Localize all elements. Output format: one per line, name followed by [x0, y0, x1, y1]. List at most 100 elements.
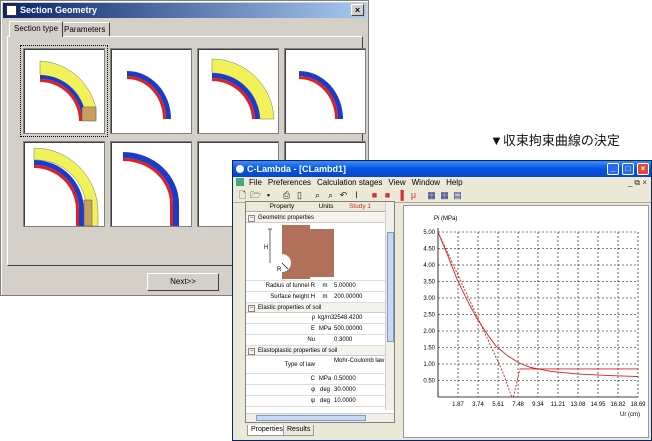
property-row[interactable]: φ deg 30.0000 [246, 385, 386, 396]
tab-parameters[interactable]: Parameters [59, 22, 111, 36]
section-option-4[interactable] [284, 48, 366, 134]
column-units[interactable]: Units [318, 203, 334, 210]
property-name: C [310, 376, 315, 382]
property-row[interactable]: Surface height H m 200.00000 [246, 292, 386, 303]
mu-icon[interactable]: μ [410, 190, 417, 200]
section-elastic[interactable]: − Elastic properties of soil [246, 303, 386, 313]
property-value[interactable]: 0.3000 [334, 337, 353, 343]
property-value[interactable]: Mohr-Coulomb law [334, 358, 385, 364]
property-unit: m [322, 283, 328, 289]
new-file-icon[interactable]: 🗋 [238, 190, 247, 200]
close-button[interactable]: × [351, 4, 364, 16]
property-row[interactable]: Nu 0.3000 [246, 335, 386, 346]
print-icon[interactable]: ⎙ [282, 190, 291, 200]
menu-window[interactable]: Window [411, 178, 441, 187]
close-button[interactable]: × [637, 163, 649, 175]
y-tick-label: 5.00 [423, 230, 435, 236]
menu-calculation-stages[interactable]: Calculation stages [317, 178, 383, 187]
property-unit: deg [319, 387, 330, 393]
property-value[interactable]: 200.00000 [334, 294, 363, 300]
section-option-5[interactable] [23, 141, 105, 227]
property-value[interactable]: 5.00000 [334, 283, 356, 289]
section-option-3[interactable] [197, 48, 279, 134]
scroll-thumb[interactable] [256, 415, 366, 421]
menu-help[interactable]: Help [446, 178, 463, 187]
property-value[interactable]: 10.0000 [334, 398, 356, 404]
y-tick-label: 1.00 [423, 362, 435, 368]
y-tick-label: 2.00 [423, 329, 435, 335]
property-row[interactable]: Radius of tunnel R m 5.00000 [246, 281, 386, 292]
property-unit: MPa [318, 326, 332, 332]
print-preview-icon[interactable]: ▯ [297, 190, 302, 200]
grid-icon[interactable]: ▦ [440, 190, 449, 200]
section-geometric[interactable]: − Geometric properties [246, 213, 386, 223]
property-value[interactable]: 500.00000 [334, 326, 363, 332]
section-option-2[interactable] [110, 48, 192, 134]
tab-results[interactable]: Results [283, 425, 315, 436]
property-unit: deg [319, 398, 330, 404]
section-option-6[interactable] [110, 141, 192, 227]
save-icon[interactable]: ▪ [266, 190, 271, 200]
column-study[interactable]: Study 1 [348, 203, 372, 210]
minimize-button[interactable]: _ [607, 163, 619, 175]
maximize-button[interactable]: □ [622, 163, 634, 175]
column-property[interactable]: Property [269, 203, 295, 210]
horizontal-scrollbar[interactable] [246, 413, 394, 422]
tab-properties[interactable]: Properties [247, 425, 287, 436]
support-icon[interactable]: ▐ [397, 190, 404, 200]
caption-text: ▼収束拘束曲線の決定 [490, 133, 620, 148]
property-row[interactable]: C MPa 0.50000 [246, 374, 386, 385]
zoom-window-icon[interactable]: ⌕ [327, 190, 334, 200]
cursor-icon[interactable]: I [355, 190, 358, 200]
menu-preferences[interactable]: Preferences [267, 178, 312, 187]
collapse-icon[interactable]: − [248, 348, 255, 355]
window-icon[interactable]: ▤ [453, 190, 462, 200]
convergence-confinement-chart: 5.00 4.50 4.00 3.50 3.00 2.50 2.00 1.50 1.00 0.50… [423, 216, 646, 418]
property-name: ρ [311, 315, 315, 321]
rotate-icon[interactable]: ↶ [339, 190, 348, 200]
x-tick-label: 14.95 [590, 402, 606, 408]
tab-section-type[interactable]: Section type [9, 21, 64, 37]
window-title: C-Lambda - [CLambd1] [247, 164, 346, 174]
menu-file[interactable]: File [249, 178, 262, 187]
property-row[interactable]: ψ deg 10.0000 [246, 396, 386, 407]
section-geometry-window: Section Geometry × Section type Paramete… [0, 0, 369, 296]
convergence-chart-panel: 5.00 4.50 4.00 3.50 3.00 2.50 2.00 1.50 1.00 0.50… [403, 205, 649, 438]
zoom-icon[interactable]: ⌕ [314, 190, 321, 200]
section-option-1[interactable] [20, 45, 108, 137]
section-geometry-titlebar[interactable]: Section Geometry × [3, 3, 366, 18]
clambda-titlebar[interactable]: C-Lambda - [CLambd1] _ □ × [233, 161, 651, 177]
menu-view[interactable]: View [388, 178, 406, 187]
next-button[interactable]: Next>> [147, 273, 219, 291]
property-row[interactable]: E MPa 500.00000 [246, 324, 386, 335]
vertical-scrollbar[interactable] [385, 202, 394, 410]
menu-bar: File Preferences Calculation stages View Win… [233, 177, 651, 189]
tunnel-section-image [127, 71, 171, 119]
property-value[interactable]: 0.50000 [334, 376, 356, 382]
property-name: Type of law [284, 362, 315, 368]
properties-panel: Property Units Study 1 − Geometric proper… [245, 201, 395, 423]
property-row[interactable]: Type of law Mohr-Coulomb law [246, 356, 386, 374]
figure-r-label: R [277, 267, 282, 273]
x-tick-label: 13.08 [570, 402, 586, 408]
tunnel-section-image [123, 152, 179, 226]
section-elastoplastic[interactable]: − Elastoplastic properties of soil [246, 346, 386, 356]
property-value[interactable]: 30.0000 [334, 387, 356, 393]
x-axis-label: Ur (cm) [620, 412, 640, 418]
property-row[interactable]: ρ kg/m3 2548.4200 [246, 313, 386, 324]
curve-icon[interactable]: ■ [384, 190, 391, 200]
y-tick-label: 3.50 [423, 280, 435, 286]
calc-icon[interactable]: ■ [371, 190, 378, 200]
x-tick-label: 1.87 [452, 402, 464, 408]
property-name: Surface height H [270, 294, 315, 300]
table-icon[interactable]: ▦ [427, 190, 436, 200]
mdi-controls[interactable]: _ ⧉ × [627, 178, 647, 187]
collapse-icon[interactable]: − [248, 305, 255, 312]
series-line-2 [437, 231, 513, 398]
property-unit: m [322, 294, 328, 300]
open-folder-icon[interactable]: 🗁 [250, 190, 262, 200]
collapse-icon[interactable]: − [248, 215, 255, 222]
property-value[interactable]: 2548.4200 [334, 315, 363, 321]
scroll-thumb[interactable] [387, 232, 394, 342]
x-tick-label: 9.34 [532, 402, 544, 408]
